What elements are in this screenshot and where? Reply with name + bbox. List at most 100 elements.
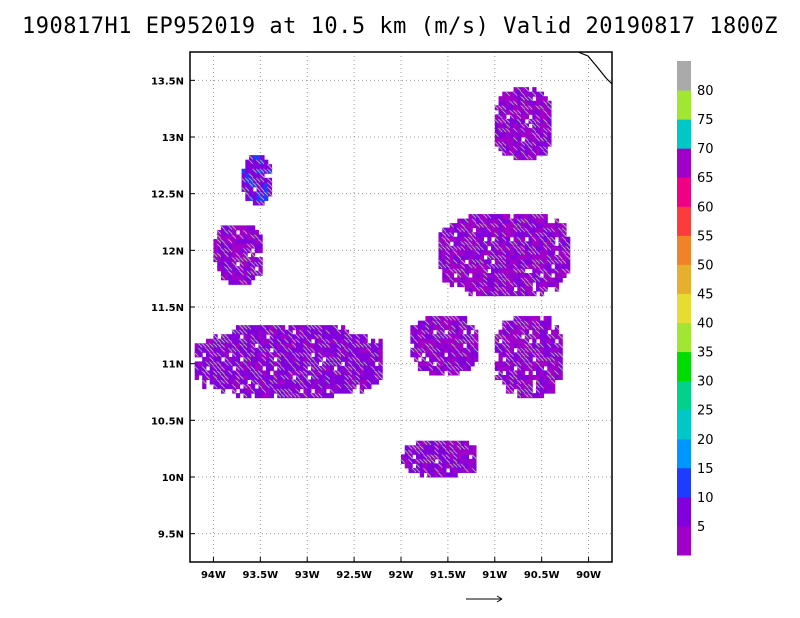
wind-cell (280, 384, 286, 390)
wind-cell (224, 347, 229, 353)
wind-cell (528, 259, 533, 265)
wind-cell (436, 343, 441, 349)
wind-cell (528, 379, 533, 385)
wind-cell (551, 365, 556, 371)
wind-cell (528, 316, 533, 322)
wind-cell (258, 248, 263, 254)
wind-vector (313, 361, 320, 367)
wind-cell (470, 352, 475, 358)
wind-cell (436, 352, 441, 358)
colorbar-label: 65 (697, 171, 714, 186)
wind-cell (491, 232, 496, 238)
wind-cell (322, 379, 327, 385)
wind-cell (202, 361, 207, 367)
wind-cell (292, 370, 297, 376)
wind-cell (547, 250, 552, 256)
wind-cell (247, 229, 252, 235)
wind-cell (235, 343, 241, 349)
wind-cell (539, 150, 545, 156)
wind-vector (473, 329, 480, 336)
wind-cell (224, 239, 229, 245)
wind-cell (464, 223, 470, 229)
wind-cell (434, 463, 440, 469)
wind-cell (524, 146, 530, 152)
wind-cell (340, 338, 346, 344)
wind-cell (352, 375, 357, 381)
wind-vector (259, 172, 266, 179)
wind-cell (498, 236, 503, 242)
wind-cell (427, 449, 432, 455)
wind-cell (453, 440, 458, 446)
wind-cell (528, 227, 533, 233)
wind-cell (457, 218, 462, 224)
wind-cell (444, 343, 449, 349)
wind-cell (502, 329, 507, 335)
wind-cell (299, 343, 304, 349)
wind-cell (370, 370, 376, 376)
wind-cell (288, 375, 293, 381)
wind-cell (258, 352, 263, 358)
wind-cell (337, 388, 342, 394)
wind-vector (542, 145, 549, 152)
wind-vector (439, 329, 446, 336)
wind-cell (524, 245, 530, 251)
wind-vector (482, 268, 489, 274)
wind-cell (429, 338, 434, 344)
wind-cell (509, 365, 515, 371)
x-tick-label: 93W (295, 570, 320, 581)
wind-cell (543, 379, 548, 385)
wind-cell (438, 250, 443, 256)
wind-cell (551, 245, 556, 251)
wind-cell (329, 343, 334, 349)
wind-cell (547, 388, 552, 394)
wind-cell (280, 370, 286, 376)
wind-cell (359, 370, 364, 376)
wind-cell (554, 245, 560, 251)
wind-cell (438, 454, 443, 460)
wind-cell (431, 467, 436, 473)
wind-cell (502, 347, 507, 353)
wind-cell (524, 286, 530, 292)
wind-cell (205, 352, 211, 358)
wind-vector (550, 240, 557, 247)
wind-cell (425, 347, 430, 353)
wind-cell (314, 379, 319, 385)
wind-cell (468, 286, 473, 292)
wind-cell (363, 338, 368, 344)
wind-cell (521, 338, 526, 344)
wind-vector (546, 100, 553, 107)
wind-cell (213, 347, 218, 353)
wind-cell (466, 329, 471, 335)
wind-cell (487, 277, 492, 283)
wind-cell (517, 127, 522, 133)
wind-cell (543, 214, 548, 220)
wind-cell (314, 356, 319, 362)
wind-cell (509, 338, 515, 344)
wind-cell (314, 338, 319, 344)
x-tick-label: 90W (576, 570, 601, 581)
wind-vector (546, 141, 553, 147)
wind-cell (449, 263, 455, 269)
wind-cell (554, 347, 560, 353)
wind-cell (474, 352, 479, 358)
wind-cell (468, 463, 473, 469)
wind-cell (543, 325, 548, 331)
wind-cell (536, 109, 541, 115)
wind-cell (340, 388, 346, 394)
wind-cell (419, 472, 425, 478)
wind-cell (539, 334, 545, 340)
wind-cell (554, 273, 560, 279)
wind-cell (479, 241, 485, 247)
wind-cell (440, 365, 445, 371)
wind-cell (429, 316, 434, 322)
colorbar-label: 30 (697, 375, 714, 390)
wind-vector (257, 270, 264, 277)
wind-cell (337, 338, 342, 344)
wind-cell (205, 356, 211, 362)
wind-cell (551, 232, 556, 238)
wind-cell (269, 393, 274, 399)
wind-cell (449, 472, 455, 478)
wind-cell (442, 458, 447, 464)
wind-cell (247, 338, 252, 344)
wind-cell (417, 325, 423, 331)
